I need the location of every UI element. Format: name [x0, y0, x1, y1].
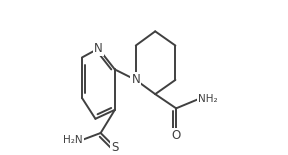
Text: N: N: [131, 73, 140, 86]
Text: N: N: [94, 42, 103, 55]
Text: S: S: [111, 141, 119, 154]
Text: H₂N: H₂N: [63, 135, 83, 145]
Text: NH₂: NH₂: [198, 94, 217, 104]
Text: O: O: [172, 129, 181, 142]
